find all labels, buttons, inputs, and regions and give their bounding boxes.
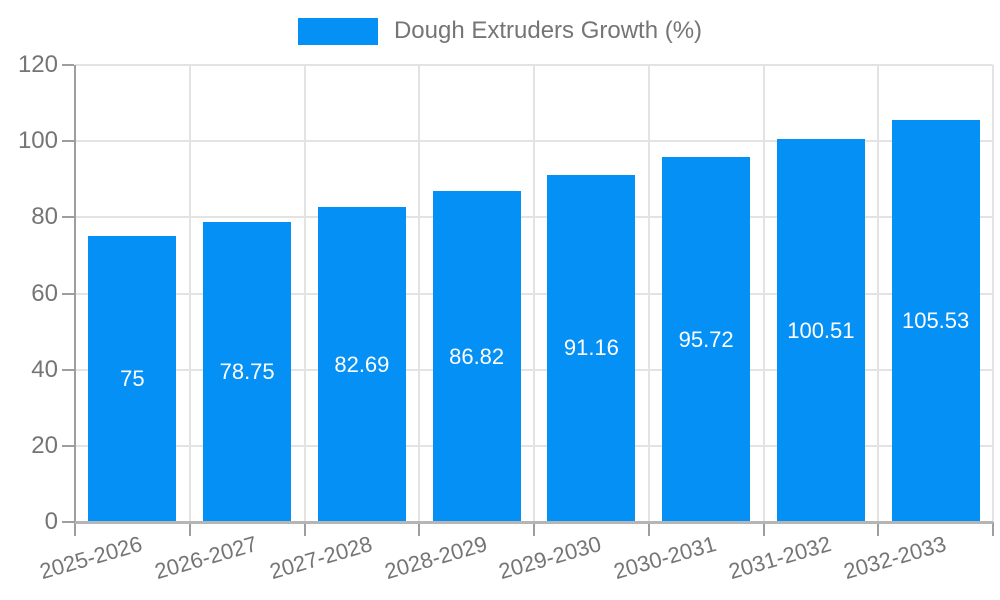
bar-2027-2028[interactable]: 82.69 — [317, 207, 406, 522]
x-tick-mark — [992, 522, 994, 536]
x-tick-mark — [188, 522, 191, 536]
y-tick-label: 20 — [31, 431, 58, 459]
y-tick-mark — [62, 216, 74, 219]
y-tick-label: 80 — [31, 203, 58, 231]
bar-2026-2027[interactable]: 78.75 — [203, 222, 292, 522]
bar-value-label: 105.53 — [901, 308, 970, 334]
y-tick-label: 0 — [44, 508, 58, 535]
bar-2025-2026[interactable]: 75 — [88, 236, 177, 522]
bar-value-label: 75 — [120, 366, 145, 392]
legend: Dough Extruders Growth (%) — [0, 14, 1000, 48]
y-axis-line — [74, 65, 76, 522]
gridline-vertical — [762, 65, 765, 522]
gridline-vertical — [533, 65, 535, 522]
bar-value-label: 82.69 — [334, 351, 390, 377]
bar-value-label: 91.16 — [563, 335, 619, 361]
bar-value-label: 95.72 — [678, 326, 734, 352]
bar-2030-2031[interactable]: 95.72 — [662, 157, 751, 522]
bar-2029-2030[interactable]: 91.16 — [547, 174, 636, 522]
y-tick-label: 60 — [31, 279, 58, 307]
gridline-vertical — [188, 65, 191, 522]
x-axis-baseline — [75, 521, 993, 524]
bar-2031-2032[interactable]: 100.51 — [776, 139, 865, 522]
y-tick-label: 40 — [31, 355, 58, 383]
x-tick-mark — [877, 522, 880, 536]
x-tick-mark — [533, 522, 535, 536]
bar-value-label: 100.51 — [787, 317, 855, 343]
y-tick-label: 100 — [17, 127, 58, 155]
gridline-vertical — [647, 65, 650, 522]
x-tick-mark — [418, 522, 421, 536]
y-tick-label: 120 — [17, 51, 58, 78]
x-tick-mark — [74, 522, 76, 536]
gridline-vertical — [303, 65, 306, 522]
bar-2028-2029[interactable]: 86.82 — [432, 191, 521, 522]
legend-swatch — [297, 17, 378, 45]
y-tick-mark — [62, 368, 74, 371]
gridline-vertical — [992, 65, 994, 522]
x-tick-mark — [303, 522, 306, 536]
bar-2032-2033[interactable]: 105.53 — [891, 120, 980, 522]
bar-value-label: 78.75 — [219, 359, 275, 385]
y-tick-mark — [62, 64, 74, 66]
bar-value-label: 86.82 — [449, 343, 505, 369]
x-tick-mark — [762, 522, 765, 536]
y-tick-mark — [62, 140, 74, 143]
y-tick-mark — [62, 444, 74, 447]
legend-label: Dough Extruders Growth (%) — [393, 17, 703, 44]
x-tick-mark — [647, 522, 650, 536]
gridline-vertical — [418, 65, 421, 522]
gridline-vertical — [877, 65, 880, 522]
y-tick-mark — [62, 292, 74, 295]
y-tick-mark — [62, 521, 74, 523]
